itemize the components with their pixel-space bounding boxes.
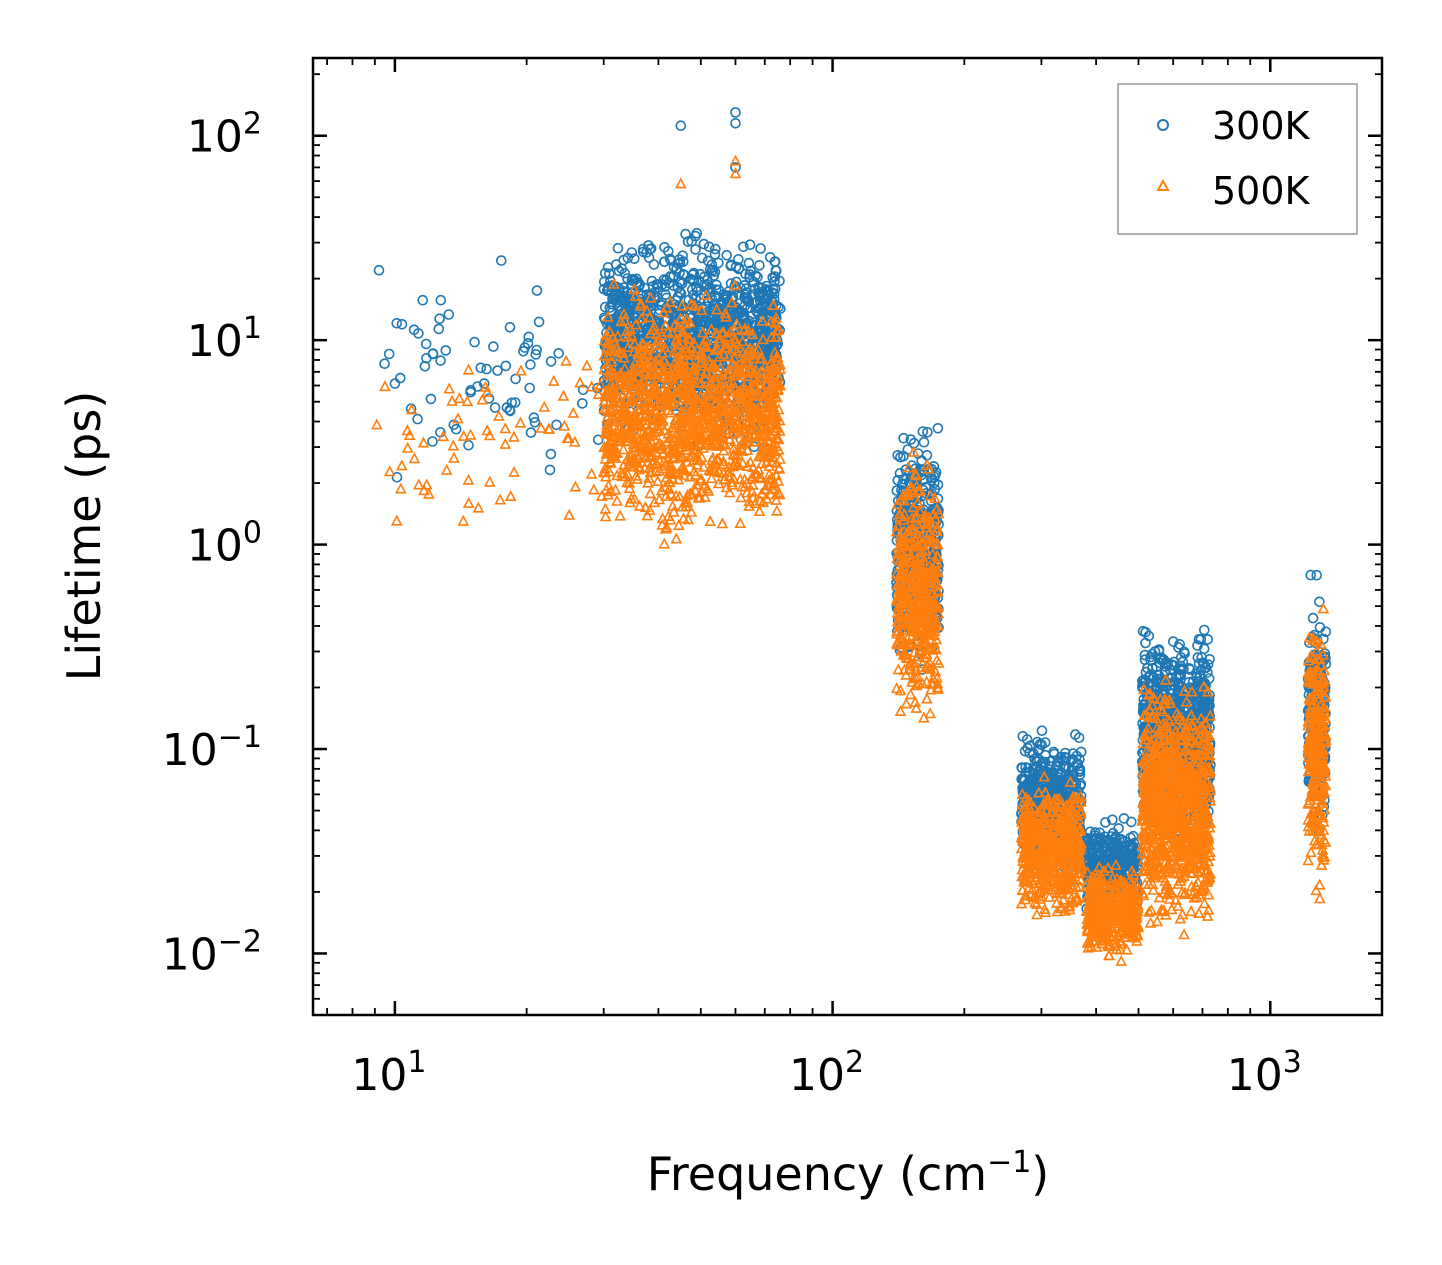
data-point-300k: [434, 313, 445, 325]
data-point-300k: [391, 317, 403, 329]
data-point-300k: [769, 276, 780, 287]
data-point-300k: [481, 363, 492, 375]
data-point-300k: [504, 321, 516, 333]
data-point-300k: [524, 382, 536, 394]
data-point-300k: [433, 323, 445, 335]
data-point-300k: [391, 471, 403, 483]
data-point-300k: [529, 416, 541, 428]
data-point-300k: [762, 284, 773, 295]
data-point-300k: [427, 348, 439, 360]
data-point-300k: [545, 448, 557, 460]
data-point-300k: [472, 381, 483, 392]
data-point-300k: [708, 299, 719, 311]
data-point-300k: [711, 279, 722, 291]
data-point-300k: [510, 373, 521, 385]
data-point-300k: [704, 264, 716, 275]
data-point-300k: [427, 436, 438, 447]
data-point-300k: [500, 360, 512, 372]
data-point-300k: [408, 324, 420, 336]
data-point-300k: [518, 345, 529, 357]
data-point-300k: [744, 239, 756, 250]
data-point-300k: [448, 419, 460, 431]
data-point-300k: [750, 270, 761, 281]
data-point-300k: [696, 252, 708, 264]
data-point-300k: [613, 265, 625, 277]
data-point-300k: [488, 341, 499, 352]
data-point-300k: [530, 349, 542, 360]
data-point-300k: [469, 336, 480, 348]
data-point-300k: [743, 257, 755, 269]
data-point-300k: [717, 297, 729, 309]
data-point-300k: [612, 242, 624, 254]
data-point-300k: [680, 228, 691, 240]
data-point-300k: [643, 252, 655, 264]
data-point-300k: [383, 348, 395, 360]
data-point-300k: [465, 386, 476, 398]
data-point-300k: [506, 397, 518, 409]
data-point-300k: [610, 259, 622, 270]
data-point-300k: [628, 253, 640, 265]
data-point-300k: [659, 256, 670, 268]
data-point-300k: [626, 247, 638, 258]
data-point-300k: [425, 393, 437, 405]
data-point-300k: [420, 338, 432, 350]
data-point-300k: [604, 268, 615, 280]
data-point-300k: [738, 241, 749, 253]
data-point-300k: [764, 251, 776, 263]
data-point-300k: [709, 249, 721, 260]
data-point-300k: [435, 355, 446, 366]
data-point-300k: [551, 419, 562, 431]
data-point-300k: [544, 464, 556, 476]
data-point-300k: [599, 301, 611, 313]
data-point-300k: [389, 378, 401, 389]
data-point-300k: [522, 337, 534, 349]
data-point-300k: [720, 291, 731, 302]
data-point-300k: [690, 230, 701, 242]
data-point-300k: [618, 254, 630, 266]
data-point-300k: [675, 276, 687, 288]
data-point-300k: [752, 271, 763, 283]
data-point-300k: [412, 413, 423, 425]
data-point-300k: [531, 344, 543, 356]
data-point-300k: [419, 360, 431, 372]
data-point-300k: [733, 262, 745, 274]
data-point-300k: [703, 241, 715, 253]
data-point-300k: [648, 259, 660, 270]
data-point-300k: [533, 316, 545, 328]
data-point-300k: [639, 282, 650, 294]
data-point-300k: [443, 309, 455, 320]
data-point-300k: [710, 243, 721, 255]
data-point-300k: [492, 365, 503, 376]
data-point-300k: [731, 302, 743, 314]
data-point-300k: [489, 402, 501, 413]
data-point-300k: [440, 345, 452, 356]
data-point-300k: [478, 378, 490, 389]
data-point-300k: [528, 412, 540, 424]
data-point-300k: [545, 356, 557, 367]
data-point-300k: [741, 303, 753, 314]
data-point-300k: [576, 398, 588, 409]
data-point-300k: [509, 397, 521, 408]
data-point-300k: [531, 285, 543, 296]
data-point-300k: [435, 294, 447, 306]
data-point-300k: [619, 267, 631, 279]
data-point-300k: [698, 238, 710, 250]
data-point-300k: [525, 359, 536, 370]
data-point-300k: [475, 362, 487, 374]
data-point-300k: [394, 372, 406, 384]
data-point-300k: [721, 249, 733, 261]
data-point-300k: [592, 434, 604, 446]
data-point-300k: [553, 347, 565, 359]
data-point-300k: [396, 318, 408, 330]
data-point-300k: [417, 294, 429, 306]
data-point-300k: [523, 331, 535, 343]
data-point-300k: [379, 358, 390, 370]
